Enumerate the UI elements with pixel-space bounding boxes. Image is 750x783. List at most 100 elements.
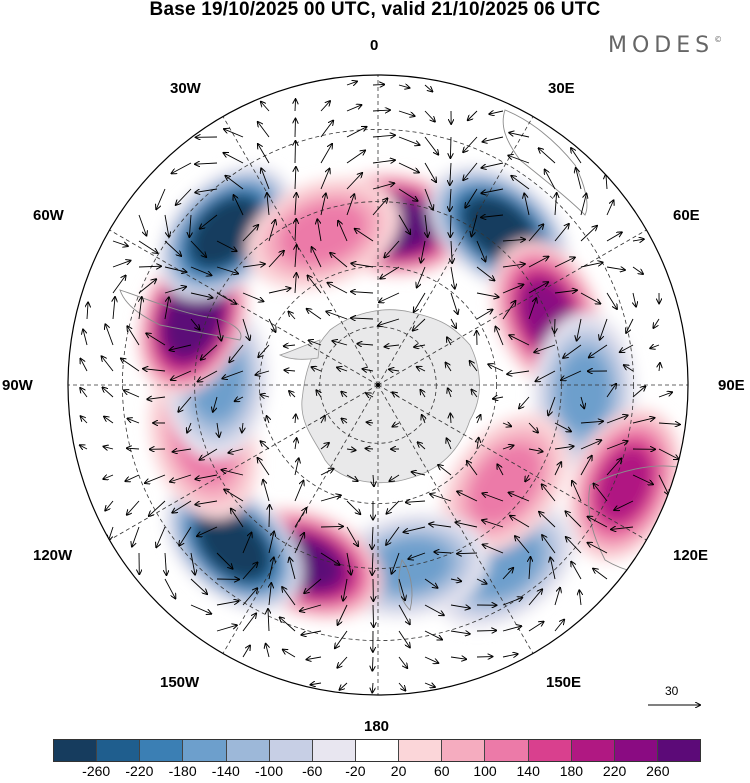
lon-label-90e: 90E — [718, 377, 745, 394]
wind-arrow — [467, 461, 478, 476]
wind-arrow — [312, 367, 322, 371]
wind-arrow — [346, 173, 362, 190]
wind-arrow — [589, 344, 608, 357]
wind-arrow — [372, 135, 395, 137]
wind-arrow — [463, 136, 478, 152]
wind-arrow — [424, 630, 442, 640]
wind-arrow — [346, 500, 360, 514]
positive-anomaly-center-130e — [440, 413, 570, 555]
wind-arrow — [346, 194, 354, 216]
wind-arrow — [372, 198, 387, 216]
wind-arrow — [632, 418, 654, 424]
wind-arrow — [308, 276, 322, 294]
wind-arrow — [109, 526, 114, 540]
wind-arrow — [606, 415, 628, 424]
wind-arrow — [346, 526, 358, 546]
colorbar-swatch-7 — [355, 740, 400, 761]
wind-arrow — [223, 153, 244, 164]
wind-arrow — [632, 266, 643, 274]
wind-arrow — [372, 552, 373, 575]
wind-arrow — [417, 367, 426, 371]
wind-arrow — [320, 526, 343, 527]
wind-arrow — [102, 356, 114, 372]
wind-arrow — [515, 536, 530, 554]
wind-arrow — [450, 136, 451, 158]
wind-arrow — [398, 188, 418, 201]
wind-arrow — [450, 292, 458, 314]
wind-arrow — [138, 214, 146, 236]
wind-arrow — [280, 617, 296, 632]
wind-arrow — [561, 370, 582, 380]
wind-arrow — [266, 644, 269, 658]
wind-arrow — [477, 415, 480, 424]
south-america-land — [119, 289, 242, 341]
wind-arrow — [222, 370, 244, 379]
wind-arrow — [147, 397, 166, 399]
wind-arrow — [404, 526, 426, 532]
wind-arrow — [632, 386, 645, 398]
wind-arrow — [195, 500, 218, 505]
wind-arrow — [164, 297, 169, 320]
wind-arrow — [502, 626, 521, 632]
wind-arrow — [87, 303, 88, 320]
wind-arrow — [304, 578, 322, 593]
colorbar-tick-label: 260 — [646, 763, 670, 779]
wind-arrow — [606, 441, 628, 450]
wind-arrow — [295, 99, 296, 112]
wind-arrow — [528, 224, 543, 242]
wind-arrow — [424, 162, 436, 182]
wind-arrow — [164, 214, 169, 237]
wind-arrow — [482, 493, 504, 502]
wind-arrow — [146, 333, 166, 346]
wind-arrow — [468, 110, 478, 120]
wind-arrow — [320, 169, 329, 190]
wind-arrow — [554, 620, 564, 632]
wind-arrow — [225, 176, 244, 190]
wind-arrow — [242, 588, 257, 606]
wind-arrow — [600, 318, 608, 340]
colorbar-swatch-4 — [226, 740, 270, 761]
wind-arrow — [346, 150, 365, 164]
wind-arrow — [424, 84, 432, 91]
wind-arrow — [580, 440, 601, 450]
wind-arrow — [542, 535, 556, 554]
wind-arrow — [658, 474, 669, 495]
wind-arrow — [320, 443, 329, 450]
wind-arrow — [476, 240, 485, 261]
wind-arrow — [128, 419, 140, 424]
wind-arrow — [190, 604, 211, 614]
wind-arrow — [502, 285, 523, 294]
wind-arrow — [554, 290, 577, 293]
wind-arrow — [477, 438, 479, 450]
wind-arrow — [105, 500, 114, 511]
wind-arrow — [104, 447, 114, 449]
wind-arrow — [606, 384, 616, 398]
wind-arrow — [572, 481, 582, 502]
wind-arrow — [138, 266, 161, 267]
wind-arrow — [430, 494, 452, 502]
wind-arrow — [398, 656, 407, 668]
wind-arrow — [554, 588, 560, 606]
wind-arrow — [455, 522, 478, 528]
wind-arrow — [268, 288, 290, 294]
colorbar-tick-label: -60 — [302, 763, 323, 779]
wind-arrow — [624, 365, 634, 372]
wind-arrow — [195, 474, 218, 479]
wind-arrow — [398, 630, 410, 647]
wind-arrow — [366, 448, 374, 449]
wind-arrow — [216, 318, 221, 341]
meridian-line — [109, 229, 379, 386]
wind-arrow — [398, 85, 409, 88]
wind-arrow — [502, 423, 511, 426]
colorbar-tick-label: 140 — [516, 763, 540, 779]
wind-arrow — [580, 194, 586, 216]
wind-arrow — [288, 312, 296, 320]
colorbar-swatch-0 — [54, 740, 98, 761]
wind-arrow — [528, 282, 548, 294]
wind-arrow — [267, 416, 269, 424]
wind-arrow — [139, 297, 142, 320]
wind-arrow — [653, 318, 660, 328]
wind-arrow — [389, 369, 400, 371]
wind-arrow — [554, 462, 561, 476]
meridian-line — [377, 116, 534, 386]
